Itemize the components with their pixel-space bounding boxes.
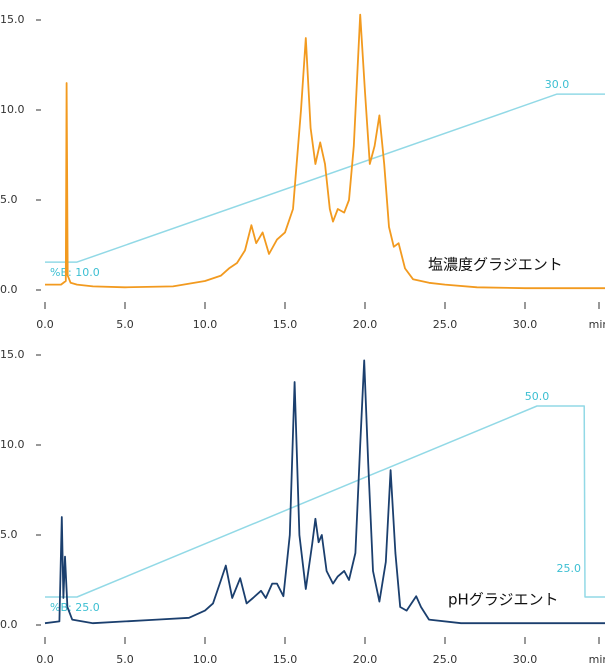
- x-axis-label: min: [589, 318, 605, 331]
- gradient-label: 25.0: [557, 562, 582, 575]
- x-tick-label: 15.0: [273, 653, 298, 666]
- x-tick-label: 30.0: [513, 653, 538, 666]
- y-tick-label: 15.0: [0, 348, 25, 361]
- gradient-label: 50.0: [525, 390, 550, 403]
- chart-label: pHグラジエント: [448, 591, 559, 609]
- y-tick-label: 5.0: [0, 193, 18, 206]
- y-tick-label: 0.0: [0, 618, 18, 631]
- x-tick-label: 0.0: [36, 653, 54, 666]
- y-tick-label: 0.0: [0, 283, 18, 296]
- y-tick-label: 5.0: [0, 528, 18, 541]
- x-tick-label: 30.0: [513, 318, 538, 331]
- x-tick-label: 15.0: [273, 318, 298, 331]
- x-tick-label: 10.0: [193, 318, 218, 331]
- gradient-label: %B: 25.0: [50, 601, 100, 614]
- x-tick-label: 20.0: [353, 653, 378, 666]
- x-tick-label: 5.0: [116, 653, 134, 666]
- x-tick-label: 5.0: [116, 318, 134, 331]
- x-tick-label: 10.0: [193, 653, 218, 666]
- x-tick-label: 25.0: [433, 318, 458, 331]
- x-tick-label: 20.0: [353, 318, 378, 331]
- chromatogram: [45, 13, 605, 290]
- gradient-label: %B: 10.0: [50, 266, 100, 279]
- x-axis-label: min: [589, 653, 605, 666]
- y-tick-label: 10.0: [0, 103, 25, 116]
- gradient-line: [45, 405, 605, 598]
- x-tick-label: 0.0: [36, 318, 54, 331]
- y-tick-label: 10.0: [0, 438, 25, 451]
- gradient-line: [45, 93, 605, 263]
- gradient-label: 30.0: [545, 78, 570, 91]
- chromatogram: [44, 359, 605, 625]
- y-tick-label: 15.0: [0, 13, 25, 26]
- chart-label: 塩濃度グラジエント: [428, 256, 563, 274]
- x-tick-label: 25.0: [433, 653, 458, 666]
